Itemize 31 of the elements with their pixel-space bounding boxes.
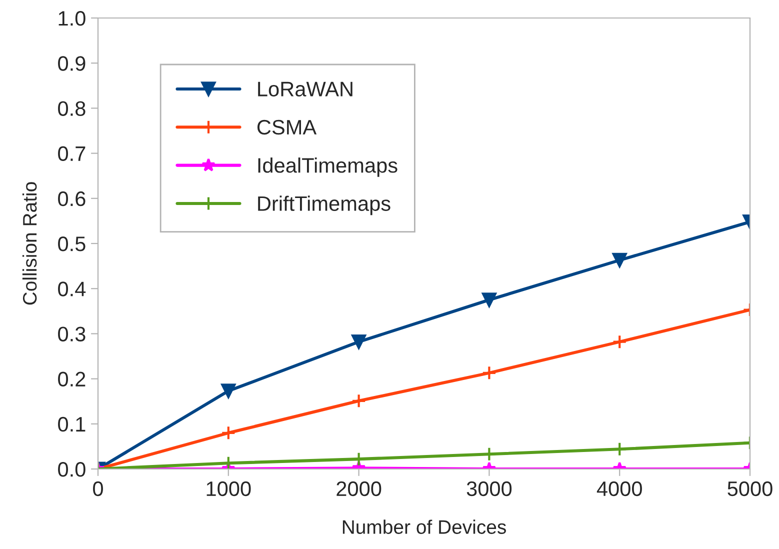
- point: [482, 292, 496, 308]
- legend-label: LoRaWAN: [258, 82, 352, 96]
- x-tick-label: 1000: [206, 481, 251, 496]
- point: [221, 426, 236, 440]
- x-tick-label: 3000: [466, 481, 512, 496]
- y-axis-title: Collision Ratio: [22, 182, 37, 305]
- y-tick-label: 0.6: [58, 191, 86, 206]
- y-tick-label: 0.0: [58, 462, 86, 477]
- y-tick-label: 0.8: [58, 101, 86, 116]
- y-tick-label: 0.2: [58, 372, 86, 387]
- point: [612, 334, 627, 350]
- legend-label: CSMA: [257, 120, 317, 135]
- y-tick-label: 1.0: [58, 11, 86, 26]
- y-tick-label: 0.7: [58, 146, 86, 162]
- x-tick-label: 0: [93, 481, 103, 496]
- y-tick-label: 0.1: [58, 416, 86, 432]
- x-tick-label: 5000: [728, 481, 772, 496]
- point: [482, 366, 496, 380]
- point: [352, 394, 366, 408]
- y-tick-label: 0.4: [58, 282, 86, 296]
- y-tick-label: 0.5: [58, 236, 86, 252]
- point: [352, 334, 366, 350]
- legend-label: DriftTimemaps: [258, 196, 390, 216]
- y-tick-label: 0.9: [58, 56, 86, 71]
- x-tick-label: 2000: [336, 481, 382, 496]
- x-tick-label: 4000: [596, 481, 642, 496]
- point: [221, 384, 236, 398]
- x-axis-title: Number of Devices: [342, 520, 506, 534]
- y-tick-label: 0.3: [58, 326, 86, 342]
- legend-label: IdealTimemaps: [258, 158, 398, 177]
- point: [612, 252, 627, 268]
